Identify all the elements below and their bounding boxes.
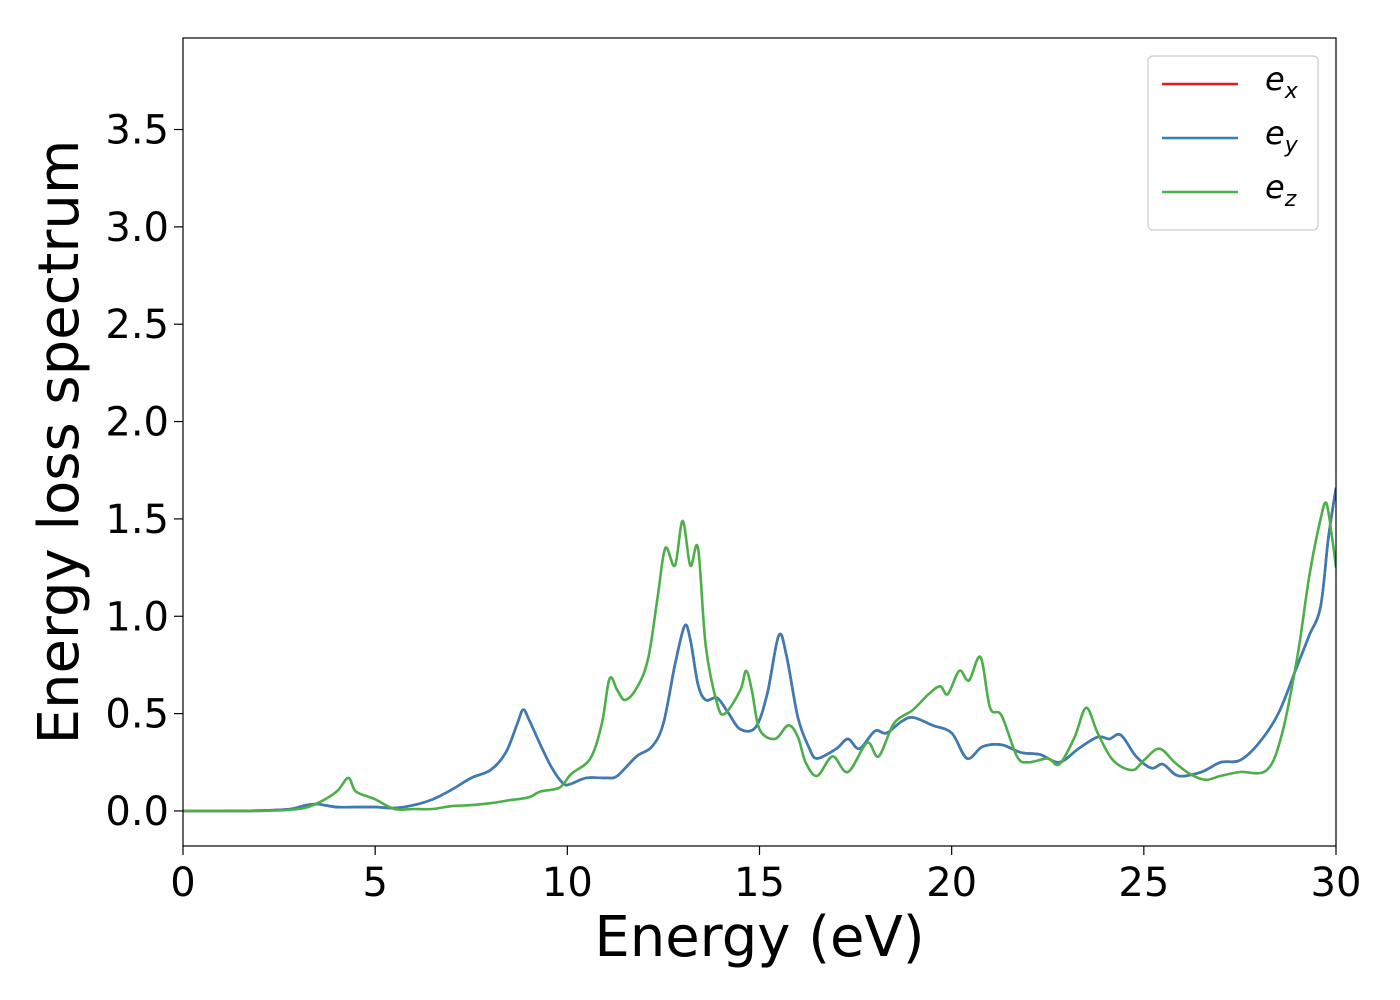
y-tick-label: 2.5 (105, 302, 169, 348)
x-tick-label: 30 (1311, 860, 1362, 906)
legend-label: ez (1265, 168, 1297, 212)
x-tick-label: 10 (542, 860, 593, 906)
y-tick-label: 0.0 (105, 789, 169, 835)
legend-label: ey (1265, 114, 1299, 158)
y-tick-label: 3.0 (105, 205, 169, 251)
x-tick-label: 20 (926, 860, 977, 906)
y-axis-label: Energy loss spectrum (27, 140, 92, 745)
y-tick-label: 3.5 (105, 108, 169, 154)
y-tick-label: 1.5 (105, 497, 169, 543)
y-tick-label: 2.0 (105, 400, 169, 446)
x-axis-ticks: 0 5 10 15 20 25 30 (170, 846, 1361, 906)
legend-box (1147, 55, 1319, 231)
x-tick-label: 25 (1118, 860, 1169, 906)
x-axis-label: Energy (eV) (594, 905, 924, 970)
legend-label: ex (1265, 60, 1299, 104)
series-line-ex (183, 487, 1336, 813)
series-line-ey (183, 487, 1336, 813)
y-axis-ticks: 0.0 0.5 1.0 1.5 2.0 2.5 3.0 3.5 (105, 108, 183, 835)
series-lines (183, 487, 1336, 813)
x-tick-label: 5 (362, 860, 387, 906)
x-tick-label: 15 (734, 860, 785, 906)
legend: ex ey ez (1147, 55, 1319, 231)
y-tick-label: 0.5 (105, 692, 169, 738)
x-tick-label: 0 (170, 860, 195, 906)
y-tick-label: 1.0 (105, 594, 169, 640)
series-line-ez (183, 501, 1336, 813)
